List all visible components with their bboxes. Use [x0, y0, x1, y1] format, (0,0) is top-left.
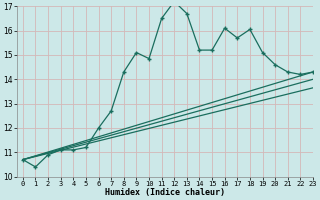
X-axis label: Humidex (Indice chaleur): Humidex (Indice chaleur) [105, 188, 225, 197]
